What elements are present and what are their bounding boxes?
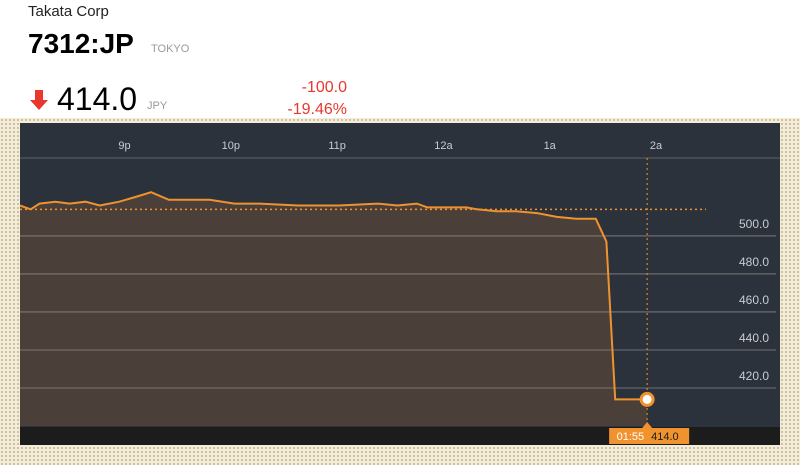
x-tick-label: 1a	[544, 140, 557, 152]
ticker: 7312:JP	[28, 28, 134, 59]
area	[20, 192, 648, 426]
tooltip-box	[609, 428, 690, 444]
company-name: Takata Corp	[28, 3, 109, 20]
x-tick-label: 11p	[328, 140, 346, 152]
x-tick-label: 10p	[222, 140, 240, 152]
last-point	[639, 391, 655, 407]
currency: JPY	[147, 100, 168, 112]
y-tick-label: 440.0	[739, 331, 769, 345]
x-tick-label: 12a	[434, 140, 453, 152]
y-tick-label: 500.0	[739, 217, 769, 231]
price: 414.0	[57, 81, 138, 117]
change-percent: -19.46%	[287, 101, 347, 118]
y-tick-label: 460.0	[739, 293, 769, 307]
time-bar	[20, 427, 780, 445]
y-tick-label: 480.0	[739, 255, 769, 269]
tooltip-pointer	[642, 422, 653, 428]
tooltip-time: 01:55	[617, 431, 645, 443]
y-tick-label: 420.0	[739, 369, 769, 383]
change: -100.0	[301, 79, 347, 96]
price-line	[19, 191, 648, 401]
tooltip-price: 414.0	[651, 431, 679, 443]
x-tick-label: 9p	[118, 140, 130, 152]
exchange: TOKYO	[151, 43, 190, 55]
down-arrow	[30, 90, 48, 110]
x-tick-label: 2a	[650, 140, 663, 152]
